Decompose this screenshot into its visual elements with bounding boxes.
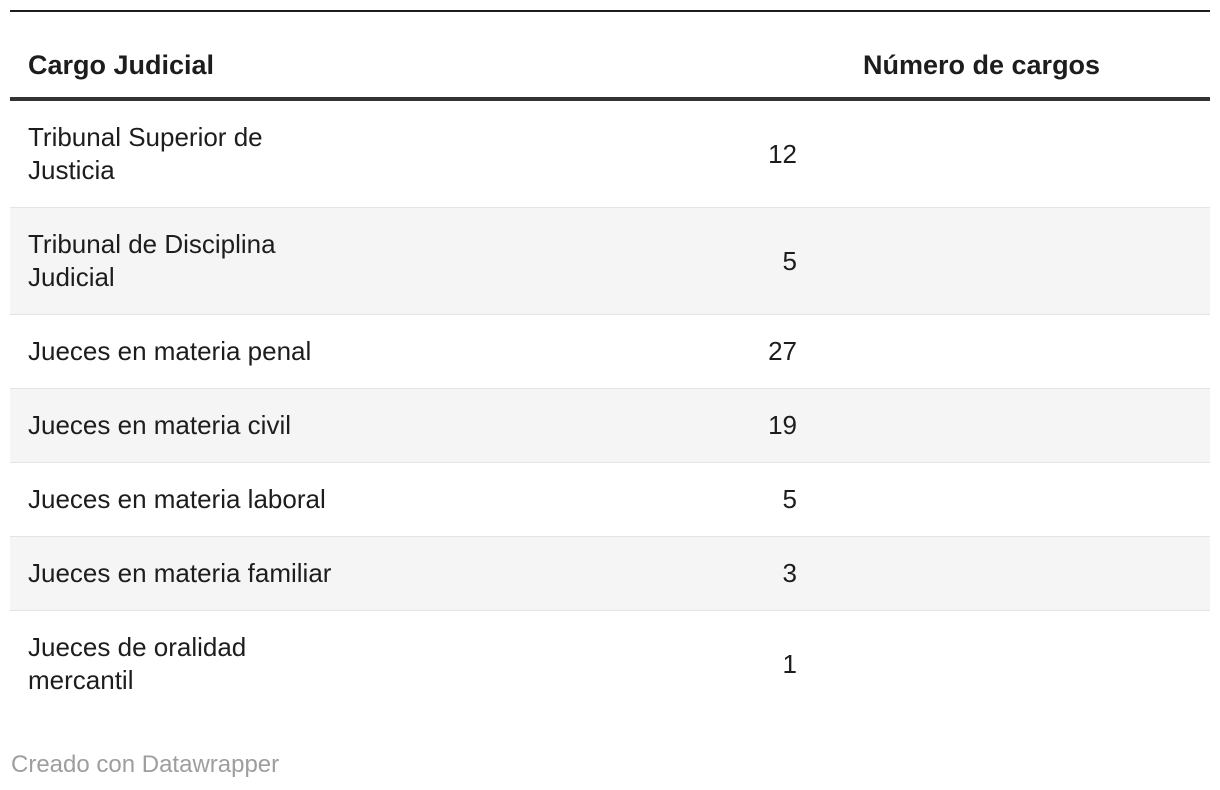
numero-cell: 5 bbox=[782, 484, 797, 514]
cargo-cell: Jueces en materia laboral bbox=[28, 484, 326, 514]
column-header-numero-de-cargos: Número de cargos bbox=[863, 50, 1101, 80]
cargo-judicial-table: Cargo Judicial Número de cargos Tribunal… bbox=[10, 10, 1210, 717]
cargo-cell: Jueces en materia penal bbox=[28, 336, 312, 366]
cargo-cell: Jueces de oralidad mercantil bbox=[28, 632, 247, 695]
table-row: Jueces en materia penal 27 bbox=[10, 314, 1210, 388]
table-row: Tribunal de Disciplina Judicial 5 bbox=[10, 207, 1210, 314]
numero-cell: 19 bbox=[768, 410, 797, 440]
numero-cell: 3 bbox=[782, 558, 797, 588]
attribution: Creado con Datawrapper bbox=[11, 750, 279, 780]
table-row: Jueces en materia civil 19 bbox=[10, 388, 1210, 462]
numero-cell: 1 bbox=[782, 648, 797, 679]
table-header-row: Cargo Judicial Número de cargos bbox=[10, 12, 1210, 101]
table-row: Jueces en materia familiar 3 bbox=[10, 536, 1210, 610]
table-row: Jueces de oralidad mercantil 1 bbox=[10, 610, 1210, 717]
table-body: Tribunal Superior de Justicia 12 Tribunal … bbox=[10, 101, 1210, 717]
attribution-link[interactable]: Creado con Datawrapper bbox=[11, 751, 280, 778]
cargo-cell: Tribunal de Disciplina Judicial bbox=[28, 229, 276, 292]
column-header-cargo-judicial: Cargo Judicial bbox=[28, 50, 215, 80]
cargo-cell: Jueces en materia civil bbox=[28, 410, 291, 440]
cargo-cell: Jueces en materia familiar bbox=[28, 558, 332, 588]
table-row: Tribunal Superior de Justicia 12 bbox=[10, 101, 1210, 207]
numero-cell: 12 bbox=[768, 138, 797, 169]
table-row: Jueces en materia laboral 5 bbox=[10, 462, 1210, 536]
cargo-cell: Tribunal Superior de Justicia bbox=[28, 122, 263, 185]
numero-cell: 5 bbox=[782, 245, 797, 276]
numero-cell: 27 bbox=[768, 336, 797, 366]
